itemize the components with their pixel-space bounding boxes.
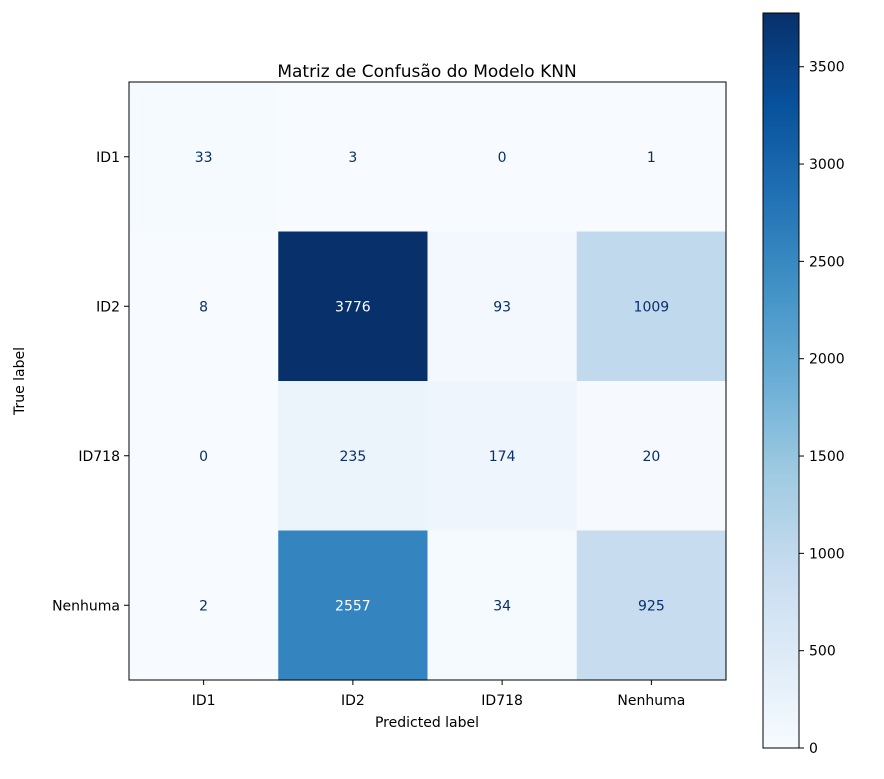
cell-value-label: 2 <box>199 598 208 614</box>
matrix-cell <box>427 231 578 382</box>
matrix-cell <box>427 381 578 532</box>
colorbar-tick-label: 3500 <box>809 60 845 76</box>
colorbar-tick-label: 2000 <box>809 352 845 368</box>
x-tick-label: ID2 <box>341 693 365 709</box>
cell-value-label: 33 <box>195 150 213 166</box>
x-axis-ticks: ID1 ID2 ID718 Nenhuma <box>192 680 685 709</box>
matrix-cell <box>278 381 429 532</box>
plot-frame <box>128 81 727 681</box>
matrix-cell <box>129 82 279 233</box>
x-tick-label: ID718 <box>481 693 523 709</box>
matrix-cell <box>427 82 578 233</box>
cell-value-label: 925 <box>638 598 665 614</box>
colorbar <box>762 12 800 749</box>
y-tick-label: Nenhuma <box>52 598 120 614</box>
y-tick-label: ID1 <box>96 150 120 166</box>
x-tick-label: Nenhuma <box>617 693 685 709</box>
colorbar-tick-label: 2500 <box>809 254 845 270</box>
colorbar-tick-label: 0 <box>809 741 818 757</box>
matrix-cell <box>576 82 727 233</box>
cell-value-label: 34 <box>493 598 511 614</box>
matrix-cell <box>278 231 429 382</box>
chart-title: Matriz de Confusão do Modelo KNN <box>277 62 576 82</box>
matrix-cell <box>278 82 429 233</box>
y-axis-label: True label <box>12 347 28 416</box>
matrix-cells <box>129 82 727 681</box>
y-tick-label: ID2 <box>96 299 120 315</box>
cell-value-label: 1 <box>647 150 656 166</box>
colorbar-tick-label: 1500 <box>809 449 845 465</box>
matrix-cell <box>129 530 279 681</box>
y-tick-label: ID718 <box>78 449 120 465</box>
x-axis-label: Predicted label <box>375 715 479 731</box>
colorbar-ticks: 0 500 1000 1500 2000 2500 3000 3500 <box>799 60 845 757</box>
x-tick-label: ID1 <box>192 693 216 709</box>
cell-value-label: 93 <box>493 299 511 315</box>
cell-value-label: 8 <box>199 299 208 315</box>
cell-value-label: 3776 <box>335 299 371 315</box>
y-axis-ticks: ID1 ID2 ID718 Nenhuma <box>52 150 129 614</box>
matrix-cell <box>278 530 429 681</box>
colorbar-tick-label: 500 <box>809 644 836 660</box>
colorbar-tick-label: 3000 <box>809 157 845 173</box>
cell-value-label: 20 <box>642 449 660 465</box>
matrix-cell <box>576 231 727 382</box>
matrix-cell <box>129 231 279 382</box>
cell-value-label: 3 <box>348 150 357 166</box>
matrix-cell <box>576 530 727 681</box>
cell-value-label: 0 <box>498 150 507 166</box>
matrix-cell <box>129 381 279 532</box>
cell-value-label: 1009 <box>634 299 670 315</box>
colorbar-tick-label: 1000 <box>809 546 845 562</box>
cell-value-label: 174 <box>489 449 516 465</box>
matrix-cell <box>427 530 578 681</box>
cell-value-label: 2557 <box>335 598 371 614</box>
cell-value-label: 0 <box>199 449 208 465</box>
cell-value-label: 235 <box>340 449 367 465</box>
matrix-cell <box>576 381 727 532</box>
